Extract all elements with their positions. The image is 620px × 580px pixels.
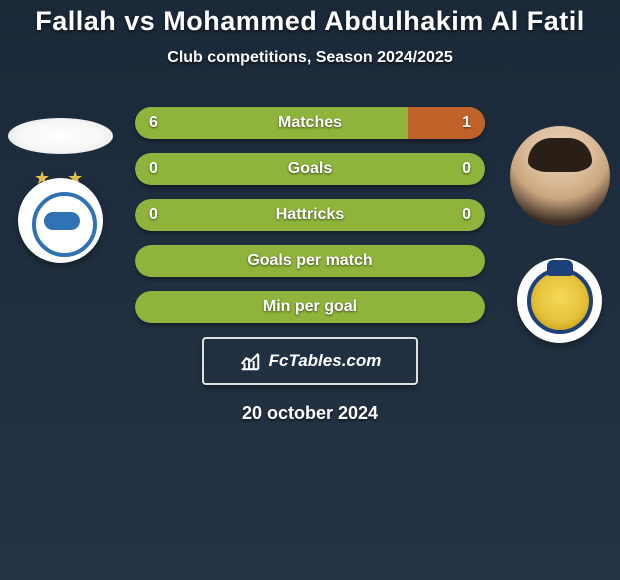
stat-row-hattricks: Hattricks 0 0 <box>135 199 485 231</box>
stat-value-right: 0 <box>462 199 471 231</box>
bar-chart-icon <box>239 350 261 372</box>
page-title: Fallah vs Mohammed Abdulhakim Al Fatil <box>0 0 620 37</box>
stat-label: Min per goal <box>263 298 357 316</box>
club-left-badge <box>18 178 103 263</box>
subtitle: Club competitions, Season 2024/2025 <box>0 49 620 67</box>
stat-label: Goals per match <box>247 252 372 270</box>
stat-value-right: 0 <box>462 153 471 185</box>
stat-label: Goals <box>288 160 332 178</box>
stat-row-matches: Matches 6 1 <box>135 107 485 139</box>
stat-row-goals: Goals 0 0 <box>135 153 485 185</box>
stat-label: Hattricks <box>276 206 344 224</box>
player-left-avatar <box>8 118 113 154</box>
date: 20 october 2024 <box>0 403 620 424</box>
stat-value-left: 6 <box>149 107 158 139</box>
stat-value-right: 1 <box>462 107 471 139</box>
stats-container: Matches 6 1 Goals 0 0 Hattricks 0 0 Goals per mat… <box>135 107 485 323</box>
stat-row-min-per-goal: Min per goal <box>135 291 485 323</box>
watermark-text: FcTables.com <box>269 351 382 371</box>
watermark: FcTables.com <box>202 337 418 385</box>
stat-row-goals-per-match: Goals per match <box>135 245 485 277</box>
stat-value-left: 0 <box>149 153 158 185</box>
player-right-avatar <box>510 126 610 226</box>
club-right-badge <box>517 258 602 343</box>
stat-label: Matches <box>278 114 342 132</box>
stat-value-left: 0 <box>149 199 158 231</box>
